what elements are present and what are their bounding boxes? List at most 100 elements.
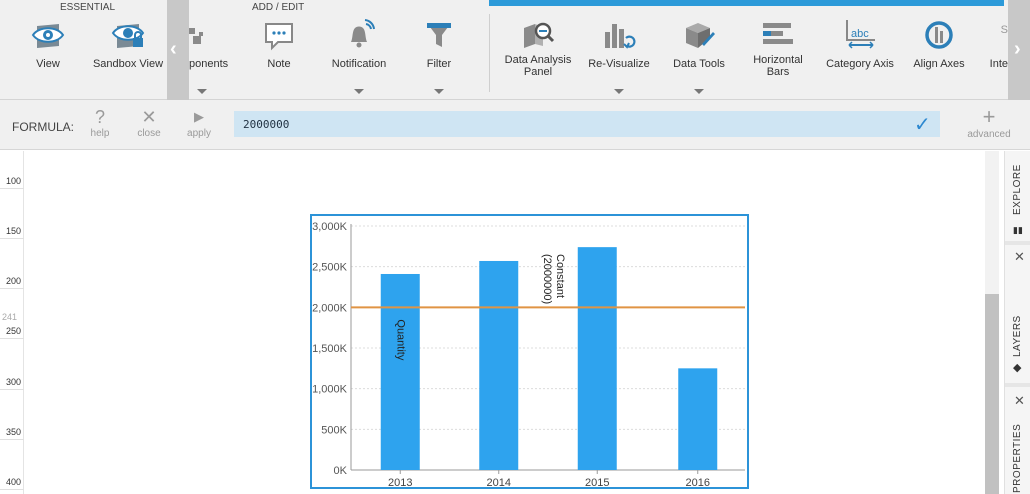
x-tick-label: 2015: [585, 477, 609, 487]
ruler-tick: 150: [6, 226, 22, 236]
panel-separator: [1005, 383, 1030, 387]
partial-label-2: Inte: [989, 58, 1008, 70]
dropdown-caret-icon: [694, 89, 704, 94]
sandbox-view-label: Sandbox View: [92, 58, 164, 70]
data-analysis-panel-button[interactable]: Data Analysis Panel: [500, 18, 576, 98]
bar-chart[interactable]: 0K 500K 1,000K 1,500K 2,000K 2,500K 3,000K 2013…: [312, 216, 747, 487]
play-icon: ▶: [194, 109, 204, 124]
properties-tab[interactable]: PROPERTIES: [1005, 421, 1030, 494]
formula-apply-button[interactable]: ▶ apply: [181, 108, 217, 139]
scrollbar-thumb[interactable]: [985, 294, 999, 494]
chart-bar[interactable]: [678, 368, 718, 470]
horizontal-bars-icon: [763, 23, 793, 44]
vertical-ruler: 100 150 200 241 250 300 350 400: [0, 151, 24, 494]
ruler-tick: 400: [6, 477, 22, 487]
formula-help-button[interactable]: ? help: [82, 108, 118, 139]
y-tick-label: 3,000K: [312, 221, 348, 233]
ruler-tick: 300: [6, 377, 22, 387]
formula-close-label: close: [137, 128, 161, 139]
components-label: ponents: [189, 58, 229, 70]
series-label: Quantity: [394, 319, 406, 360]
x-tick-label: 2014: [487, 477, 511, 487]
filter-button[interactable]: Filter: [418, 18, 460, 98]
dropdown-caret-icon: [197, 89, 207, 94]
view-label: View: [36, 58, 60, 70]
reference-line-value-label: (2000000): [541, 254, 553, 304]
layers-icon: ◆: [1013, 362, 1022, 374]
properties-tab-label: PROPERTIES: [1012, 423, 1023, 493]
formula-close-button[interactable]: ✕ close: [131, 108, 167, 139]
chart-widget[interactable]: 0K 500K 1,000K 1,500K 2,000K 2,500K 3,000K 2013…: [310, 214, 749, 489]
partial-label-1: S: [1000, 24, 1008, 36]
formula-help-label: help: [90, 128, 110, 139]
notification-button[interactable]: Notification: [326, 18, 392, 98]
category-axis-button[interactable]: abc Category Axis: [822, 18, 898, 98]
eye-icon: [31, 24, 65, 48]
explore-tab[interactable]: EXPLORE ▮▮: [1005, 151, 1030, 241]
canvas-vertical-scrollbar[interactable]: [985, 151, 999, 494]
data-tools-label: Data Tools: [673, 58, 725, 70]
ruler-tick: 100: [6, 176, 22, 186]
align-axes-button[interactable]: Align Axes: [910, 18, 968, 98]
components-icon: [189, 28, 203, 44]
active-tab-indicator: [489, 0, 1004, 6]
components-button[interactable]: ponents: [189, 18, 235, 98]
checkmark-icon[interactable]: ✓: [914, 114, 931, 136]
layers-tab-label: LAYERS: [1012, 315, 1023, 357]
formula-apply-label: apply: [187, 128, 211, 139]
group-label-add-edit: ADD / EDIT: [252, 2, 305, 13]
data-tools-icon: [686, 23, 715, 48]
note-label: Note: [267, 58, 291, 70]
svg-text:abc: abc: [851, 28, 869, 40]
x-tick-label: 2013: [388, 477, 412, 487]
chart-bar[interactable]: [479, 260, 519, 470]
chart-bar[interactable]: [577, 247, 617, 470]
data-tools-button[interactable]: Data Tools: [666, 18, 732, 98]
ruler-line: [0, 439, 24, 440]
ruler-line: [0, 338, 24, 339]
panel-separator: [1005, 241, 1030, 245]
chart-bar[interactable]: [380, 273, 420, 470]
horizontal-bars-label-1: Horizontal: [753, 54, 803, 66]
align-axes-icon: [925, 21, 953, 49]
formula-advanced-label: advanced: [967, 129, 1011, 140]
note-icon: [265, 23, 293, 51]
layers-tab[interactable]: LAYERS ◆: [1005, 261, 1030, 381]
plus-icon: +: [982, 104, 996, 129]
y-tick-label: 1,500K: [312, 343, 348, 355]
question-icon: ?: [94, 107, 105, 127]
ruler-line: [0, 389, 24, 390]
sandbox-view-button[interactable]: Sandbox View: [88, 18, 168, 98]
ruler-line: [0, 489, 24, 490]
data-analysis-panel-label-1: Data Analysis: [504, 54, 572, 66]
dropdown-caret-icon: [434, 89, 444, 94]
horizontal-bars-label-2: Bars: [766, 66, 790, 78]
category-axis-label: Category Axis: [826, 58, 894, 70]
close-layers-icon[interactable]: ✕: [1014, 249, 1025, 264]
chevron-left-icon: ‹: [170, 38, 177, 60]
data-analysis-icon: [524, 22, 555, 48]
note-button[interactable]: Note: [258, 18, 300, 98]
toolbar-scroll-left[interactable]: ‹: [167, 0, 189, 100]
formula-advanced-button[interactable]: + advanced: [962, 104, 1016, 141]
formula-bar: FORMULA: ? help ✕ close ▶ apply ✓ + adva…: [0, 100, 1030, 150]
revisualize-button[interactable]: Re-Visualize: [586, 18, 652, 98]
view-button[interactable]: View: [18, 18, 78, 98]
y-tick-label: 2,500K: [312, 262, 348, 274]
partial-toolbar-button[interactable]: S Inte: [980, 18, 1008, 98]
ruler-tick: 350: [6, 427, 22, 437]
y-tick-label: 500K: [321, 424, 347, 436]
close-properties-icon[interactable]: ✕: [1014, 393, 1025, 408]
toolbar-scroll-right[interactable]: ›: [1008, 0, 1030, 100]
horizontal-bars-button[interactable]: Horizontal Bars: [746, 18, 810, 98]
formula-input[interactable]: [234, 111, 940, 137]
ruler-line: [0, 238, 24, 239]
filter-label: Filter: [426, 58, 452, 70]
close-icon: ✕: [141, 107, 157, 127]
filter-funnel-icon: [427, 23, 451, 47]
eye-lock-icon: [111, 24, 145, 48]
y-tick-label: 0K: [334, 465, 348, 477]
formula-label: FORMULA:: [12, 120, 75, 134]
ruler-line: [0, 188, 24, 189]
category-axis-icon: abc: [846, 20, 875, 49]
